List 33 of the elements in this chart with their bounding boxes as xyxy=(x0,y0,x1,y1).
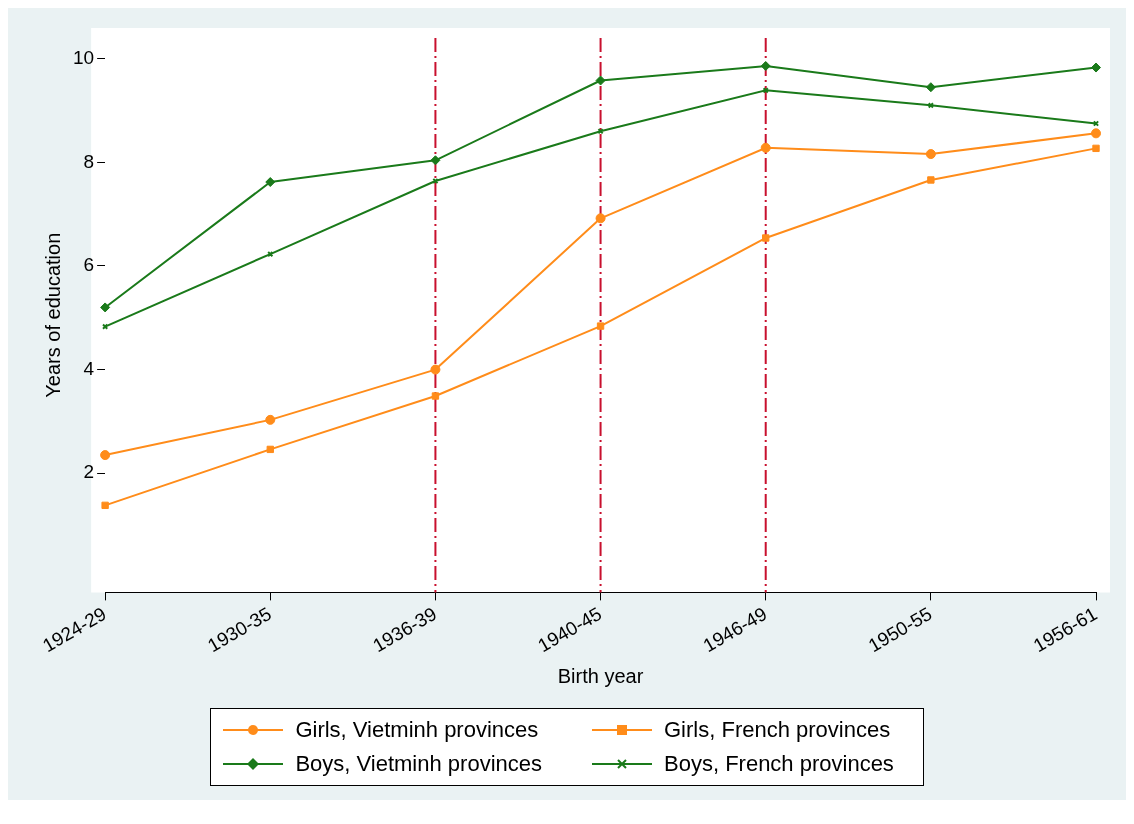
x-axis-title: Birth year xyxy=(557,664,644,687)
point xyxy=(595,213,606,224)
legend-label: Girls, French provinces xyxy=(664,717,891,743)
y-tick-label: 8 xyxy=(83,150,95,172)
point xyxy=(265,177,276,188)
legend-label: Girls, Vietminh provinces xyxy=(295,717,539,743)
y-tick-label: 4 xyxy=(83,357,95,379)
legend-label: Boys, French provinces xyxy=(664,751,894,777)
point xyxy=(596,322,605,330)
point xyxy=(927,176,935,184)
point xyxy=(430,364,441,375)
point xyxy=(430,155,441,166)
point xyxy=(760,142,771,153)
point xyxy=(1091,128,1101,139)
legend-label: Boys, Vietminh provinces xyxy=(295,751,542,777)
point xyxy=(101,501,109,510)
point xyxy=(265,414,276,425)
point xyxy=(266,445,274,454)
point xyxy=(925,149,936,160)
point xyxy=(267,250,274,258)
point xyxy=(100,450,111,461)
y-tick-label: 6 xyxy=(83,254,95,276)
point xyxy=(431,392,440,400)
point xyxy=(100,302,111,313)
point xyxy=(1092,144,1100,153)
point xyxy=(760,60,771,71)
point xyxy=(595,75,606,86)
y-axis-title: Years of education xyxy=(41,232,64,398)
point xyxy=(1091,62,1101,73)
point xyxy=(925,82,936,93)
point xyxy=(762,234,770,242)
y-tick-label: 10 xyxy=(72,46,95,68)
y-tick-label: 2 xyxy=(83,461,95,483)
